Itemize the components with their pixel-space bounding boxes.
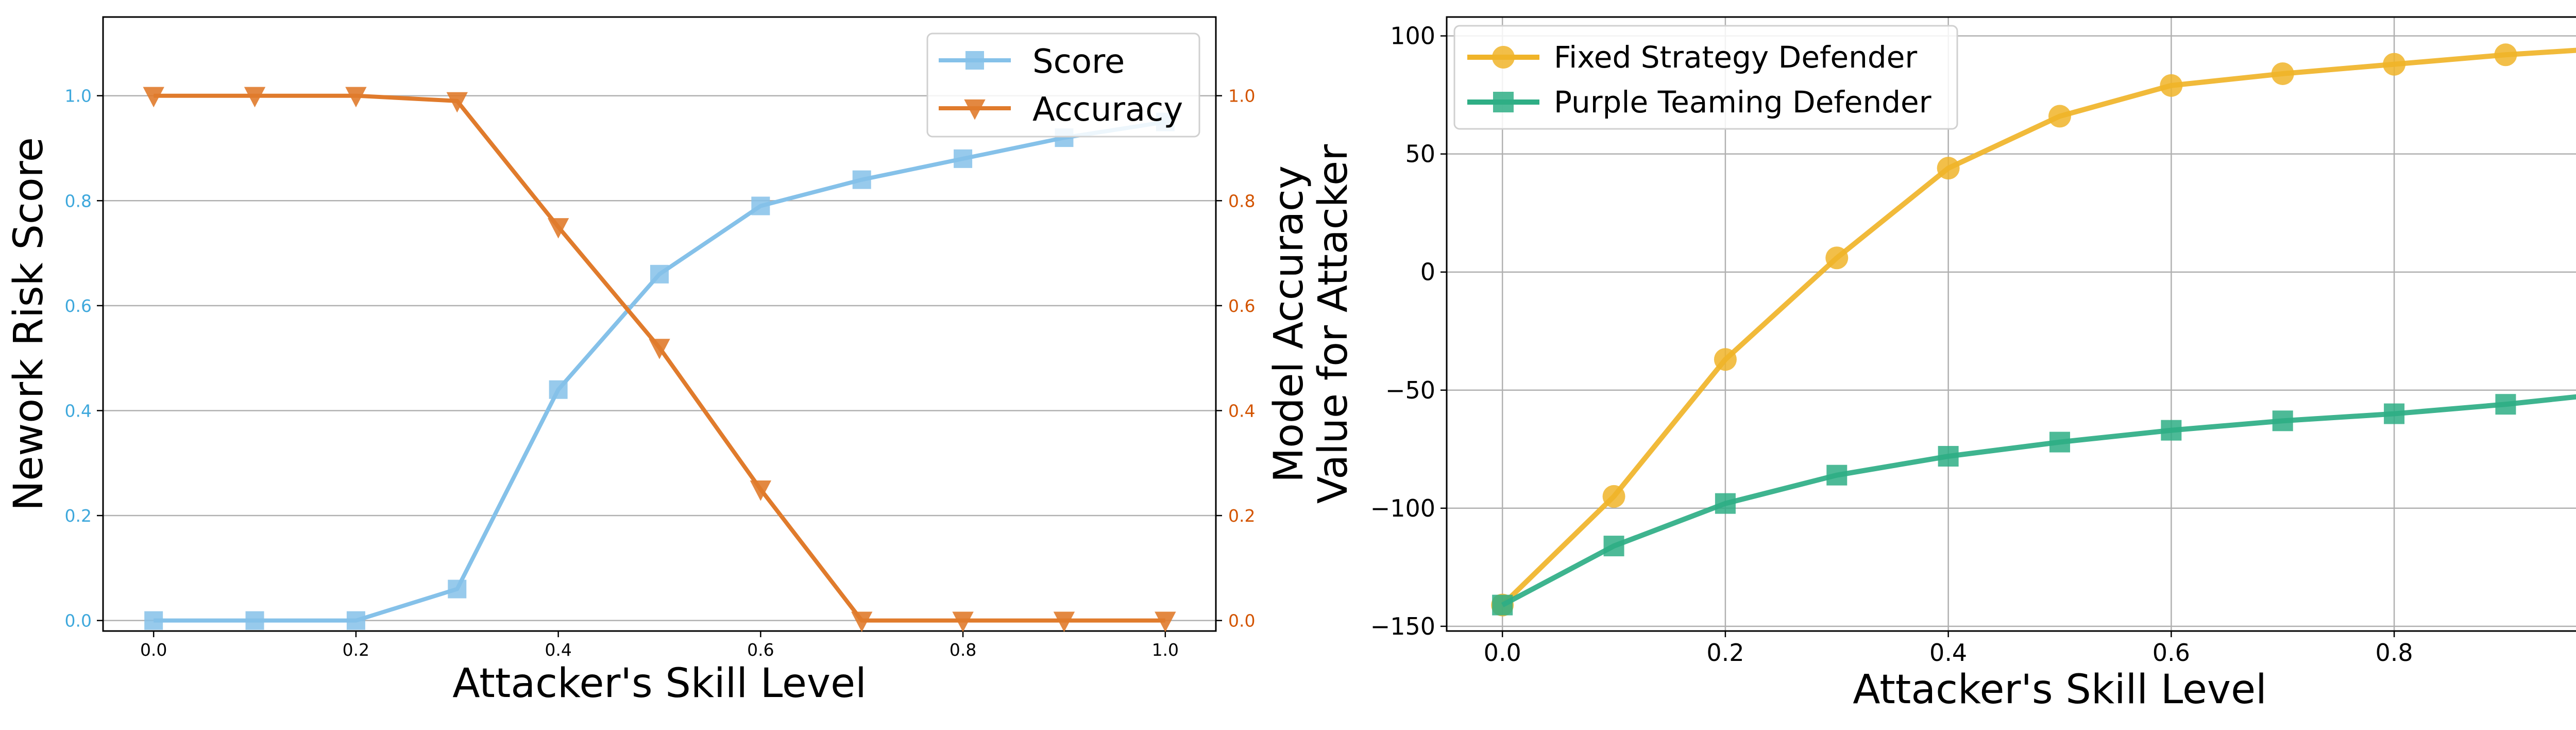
y-tick-label: 0: [1420, 258, 1435, 286]
x-axis-label: Attacker's Skill Level: [1853, 667, 2267, 713]
data-point-purple-teaming: [2495, 394, 2516, 415]
y-tick-label: 100: [1390, 22, 1435, 50]
data-point-score: [448, 579, 467, 599]
chart-left: 0.0 0.2 0.4 0.6 0.8 1.0 0.0 0.2 0.4 0.6 0.8 1.0 0.0 0…: [6, 16, 1312, 707]
legend-label: Score: [1032, 43, 1125, 81]
plot-frame: [102, 16, 1217, 632]
data-point-accuracy: [1155, 611, 1176, 633]
x-tick-label: 0.4: [545, 640, 571, 660]
x-tick-label: 0.2: [343, 640, 369, 660]
x-tick-label: 0.0: [140, 640, 167, 660]
y-axis-label: Value for Attacker: [1310, 144, 1357, 504]
data-point-accuracy: [952, 611, 974, 633]
y2-axis-label: Model Accuracy: [1266, 165, 1312, 483]
series-line-purple-teaming: [1501, 394, 2576, 608]
data-point-fixed-strategy: [2048, 105, 2071, 128]
data-point-fixed-strategy: [1602, 485, 1625, 508]
data-point-accuracy: [1053, 611, 1075, 633]
y-tick-label: −50: [1385, 376, 1435, 404]
data-point-purple-teaming: [2272, 410, 2293, 432]
data-point-fixed-strategy: [2271, 62, 2294, 85]
data-point-purple-teaming: [1492, 594, 1513, 616]
legend-marker: [1492, 46, 1515, 69]
data-point-accuracy: [750, 480, 772, 501]
legend-label: Fixed Strategy Defender: [1554, 40, 1917, 75]
data-point-score: [245, 611, 264, 630]
y-tick-label: 0.6: [65, 296, 92, 316]
data-point-purple-teaming: [1938, 446, 1959, 467]
x-axis-label: Attacker's Skill Level: [452, 660, 867, 707]
data-point-accuracy: [649, 339, 670, 359]
data-point-fixed-strategy: [1714, 348, 1737, 371]
legend-marker: [965, 51, 984, 70]
data-point-fixed-strategy: [2160, 74, 2183, 97]
x-tick-label: 0.8: [2376, 639, 2413, 667]
y2-tick-label: 0.6: [1228, 296, 1255, 316]
legend-label: Purple Teaming Defender: [1554, 85, 1931, 120]
x-tick-label: 1.0: [1152, 640, 1179, 660]
x-tick-label: 0.4: [1929, 639, 1967, 667]
x-tick-label: 0.8: [950, 640, 976, 660]
data-point-accuracy: [345, 87, 367, 108]
legend-marker: [964, 99, 986, 120]
data-point-fixed-strategy: [2494, 43, 2517, 67]
y-tick-label: 50: [1405, 140, 1435, 168]
y2-tick-label: 0.4: [1228, 401, 1255, 421]
y-tick-label: 0.4: [65, 401, 92, 421]
x-tick-label: 0.6: [2153, 639, 2190, 667]
y-tick-label: 0.2: [65, 506, 92, 526]
data-point-purple-teaming: [2161, 420, 2182, 441]
data-point-score: [751, 196, 770, 215]
series-line-fixed-strategy: [1500, 47, 2576, 607]
chart-right: 0.00.20.40.60.81.0−150−100−50050100Attac…: [1310, 16, 2576, 713]
y-tick-label: 0.8: [65, 191, 92, 211]
data-point-score: [954, 149, 973, 168]
x-tick-label: 0.0: [1484, 639, 1521, 667]
y2-tick-label: 0.2: [1228, 506, 1255, 526]
data-point-accuracy: [547, 218, 569, 239]
y-tick-label: −100: [1370, 494, 1435, 522]
data-point-purple-teaming: [1715, 493, 1736, 514]
data-point-fixed-strategy: [1825, 246, 1849, 270]
data-point-purple-teaming: [1826, 464, 1848, 486]
data-point-accuracy: [244, 87, 266, 108]
data-point-score: [650, 264, 669, 284]
data-point-accuracy: [851, 611, 873, 633]
data-point-score: [549, 380, 568, 399]
y2-tick-label: 0.8: [1228, 191, 1255, 211]
data-point-purple-teaming: [2384, 403, 2405, 424]
data-point-score: [852, 170, 871, 189]
series-line-score: [154, 120, 1166, 623]
y-tick-label: 0.0: [65, 611, 92, 631]
y2-tick-label: 0.0: [1228, 611, 1255, 631]
legend: Fixed Strategy Defender Purple Teaming De…: [1453, 25, 1958, 130]
plot-frame: [1446, 16, 2576, 632]
data-point-purple-teaming: [2049, 432, 2070, 453]
data-point-purple-teaming: [1603, 536, 1624, 557]
data-point-accuracy: [143, 87, 164, 108]
data-point-score: [346, 611, 365, 630]
data-point-fixed-strategy: [2383, 53, 2406, 76]
legend-label: Accuracy: [1032, 91, 1183, 129]
legend-marker: [1493, 92, 1514, 112]
legend-box: [1453, 25, 1958, 130]
data-point-accuracy: [446, 92, 468, 113]
y-axis-label: Nework Risk Score: [6, 137, 52, 511]
legend: Score Accuracy: [926, 32, 1200, 138]
data-point-score: [144, 611, 163, 630]
y2-tick-label: 1.0: [1228, 86, 1255, 106]
x-tick-label: 0.6: [747, 640, 774, 660]
y-tick-label: −150: [1370, 612, 1435, 640]
x-tick-label: 0.2: [1706, 639, 1744, 667]
y-tick-label: 1.0: [65, 86, 92, 106]
data-point-fixed-strategy: [1937, 157, 1960, 180]
